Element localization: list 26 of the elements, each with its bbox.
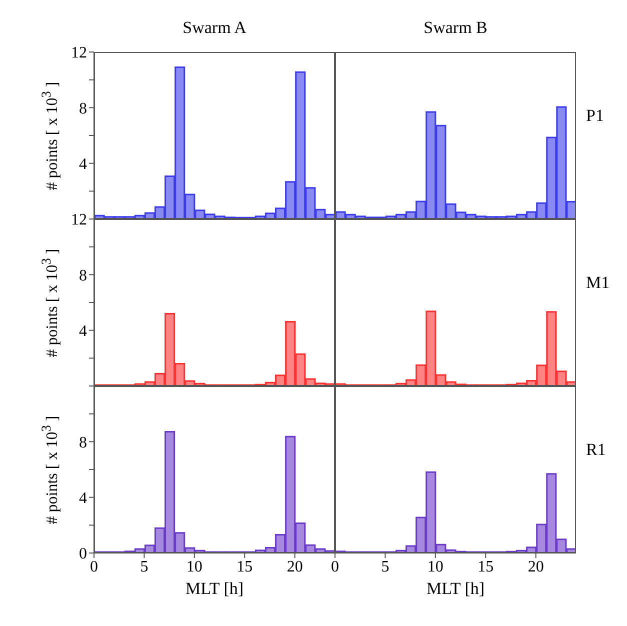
y-tick-label: 12 — [71, 44, 87, 62]
x-axis-title: MLT [h] — [425, 579, 486, 599]
chart-title: Swarm B — [422, 18, 488, 38]
y-tick-label: 4 — [79, 156, 87, 174]
x-tick-label: 20 — [528, 558, 544, 576]
x-tick-label: 15 — [236, 558, 253, 576]
x-tick-label: 10 — [186, 558, 202, 576]
text: P1 — [586, 106, 604, 126]
x-tick-label: 0 — [90, 558, 98, 576]
y-tick-label: 8 — [79, 267, 87, 284]
x-tick-label: 15 — [478, 558, 494, 576]
y-tick-label: 8 — [79, 434, 87, 452]
text: R1 — [586, 440, 606, 460]
y-tick-label: 12 — [71, 212, 87, 229]
y-tick-label: 4 — [79, 323, 87, 340]
y-tick-label: 8 — [79, 100, 87, 118]
x-tick-label: 0 — [331, 558, 339, 576]
x-axis-title: MLT [h] — [184, 579, 245, 599]
x-tick-label: 5 — [140, 558, 148, 576]
y-tick-label: 4 — [79, 490, 87, 508]
x-tick-label: 5 — [381, 558, 390, 576]
y-tick-label: 0 — [79, 546, 87, 563]
chart-title: Swarm A — [182, 18, 248, 38]
x-tick-label: 10 — [427, 558, 444, 576]
text: M1 — [586, 272, 610, 292]
x-tick-label: 20 — [286, 558, 303, 576]
